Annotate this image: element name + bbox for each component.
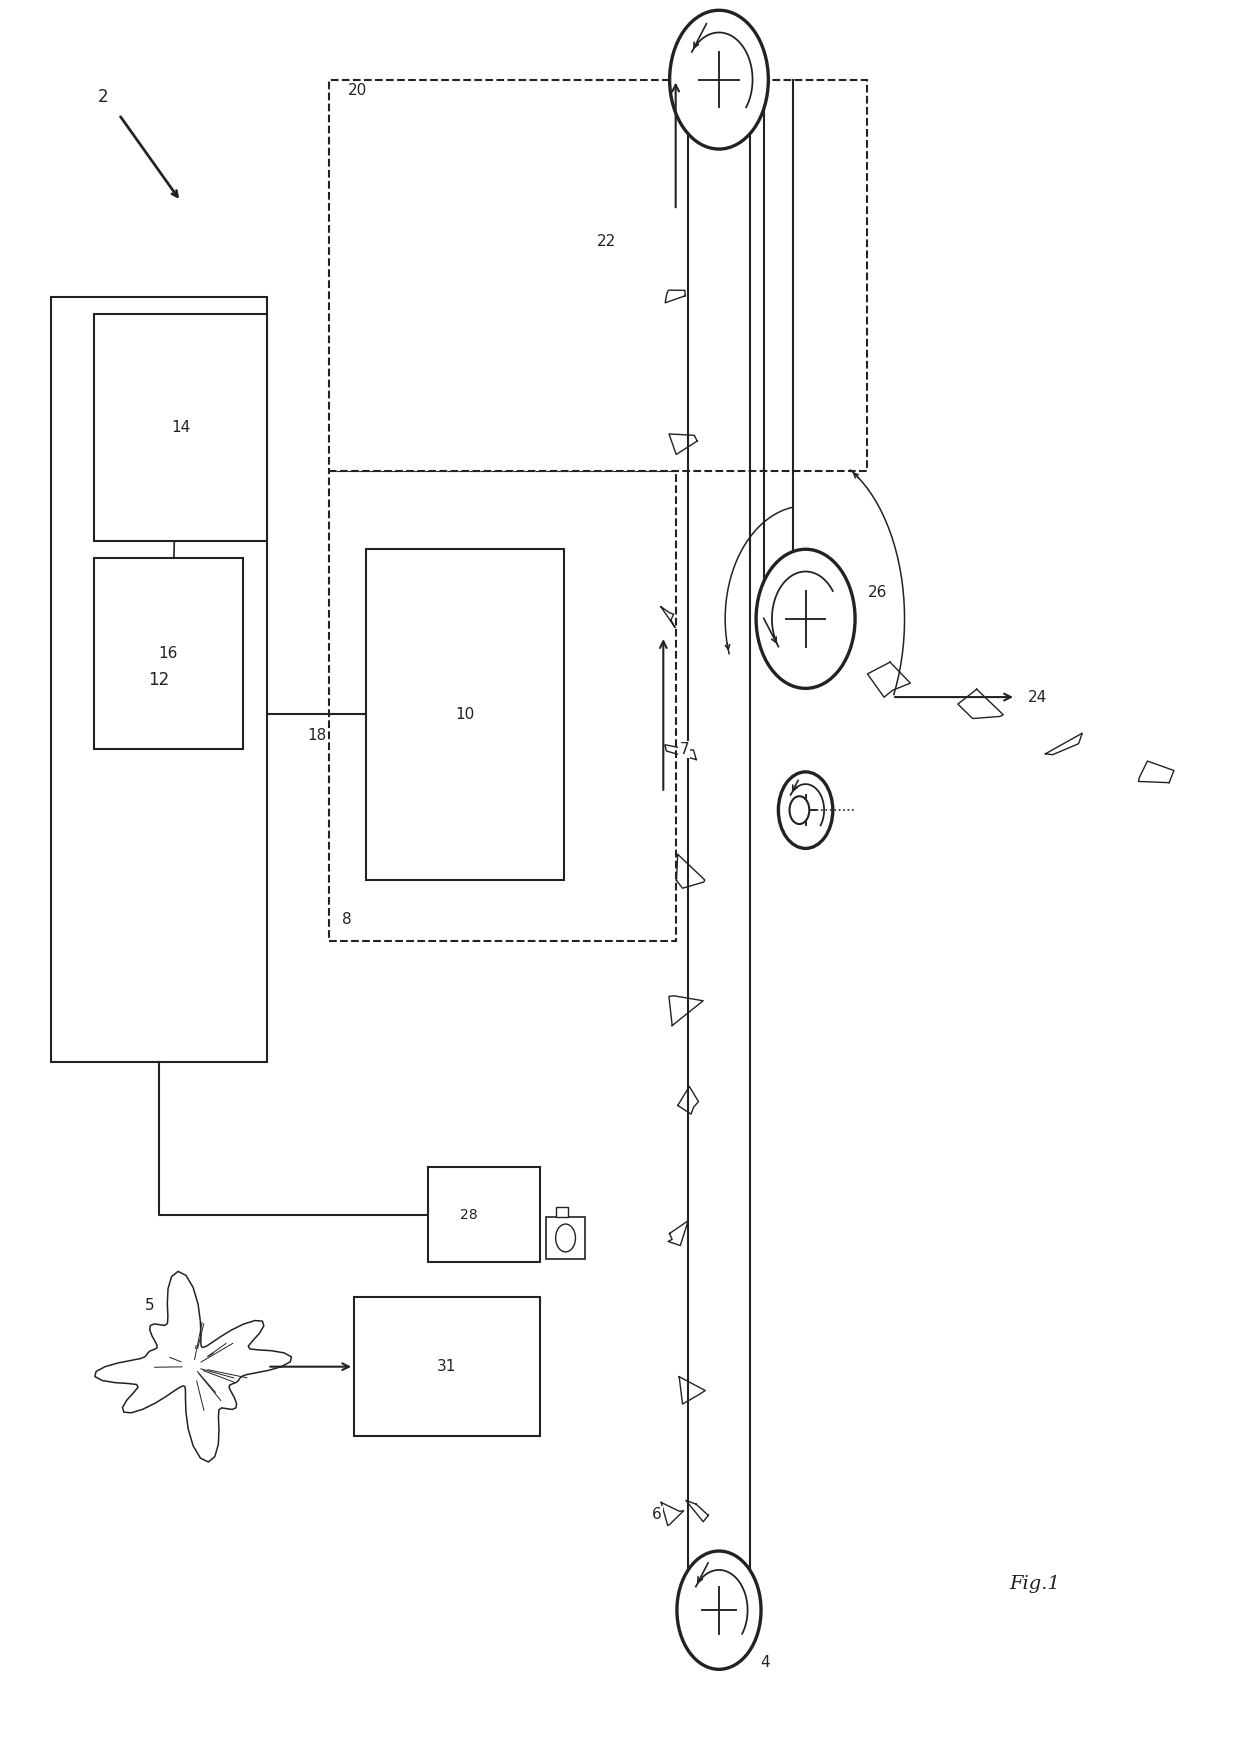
FancyBboxPatch shape: [353, 1298, 539, 1435]
Text: 26: 26: [868, 585, 887, 601]
FancyBboxPatch shape: [546, 1218, 585, 1259]
Text: 28: 28: [460, 1209, 477, 1223]
Text: 14: 14: [171, 420, 191, 436]
FancyBboxPatch shape: [428, 1167, 539, 1263]
Text: 6: 6: [652, 1507, 662, 1523]
FancyBboxPatch shape: [51, 298, 268, 1063]
FancyBboxPatch shape: [556, 1207, 568, 1218]
Text: 22: 22: [596, 233, 616, 249]
Text: 10: 10: [456, 707, 475, 721]
Text: 20: 20: [347, 84, 367, 98]
Text: 4: 4: [760, 1655, 770, 1671]
Text: 24: 24: [1028, 690, 1048, 704]
FancyBboxPatch shape: [330, 80, 868, 470]
Text: Fig.1: Fig.1: [1009, 1575, 1060, 1594]
Text: 5: 5: [145, 1298, 155, 1313]
FancyBboxPatch shape: [366, 549, 564, 880]
Text: 31: 31: [438, 1359, 456, 1374]
Circle shape: [756, 549, 856, 688]
FancyBboxPatch shape: [94, 557, 243, 749]
FancyBboxPatch shape: [330, 470, 676, 941]
Circle shape: [677, 1550, 761, 1669]
FancyBboxPatch shape: [94, 315, 268, 540]
Text: 16: 16: [159, 646, 179, 662]
Circle shape: [779, 772, 833, 848]
Circle shape: [670, 10, 769, 150]
Text: 7: 7: [680, 742, 689, 756]
Text: 12: 12: [148, 671, 169, 688]
Text: 2: 2: [98, 89, 108, 106]
Text: 8: 8: [342, 911, 351, 927]
Text: 18: 18: [308, 728, 326, 742]
Circle shape: [790, 796, 810, 824]
